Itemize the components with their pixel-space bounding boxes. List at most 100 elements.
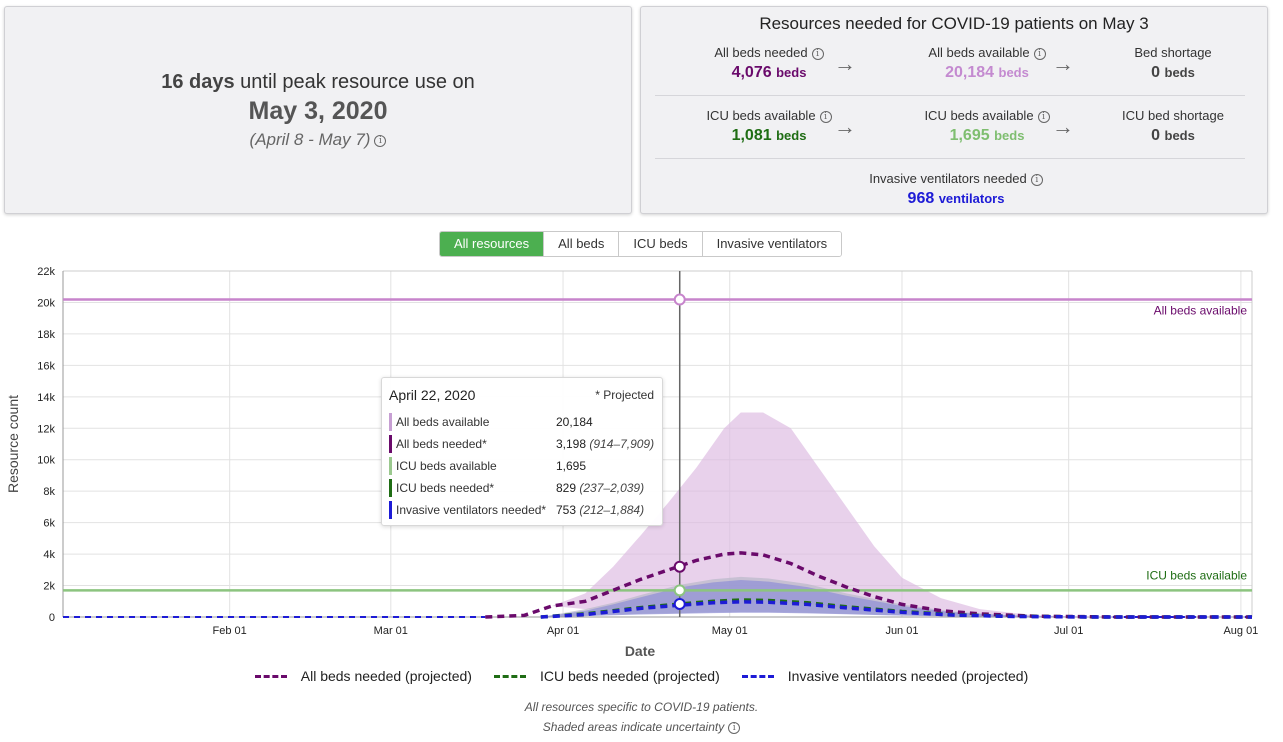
resource-chart[interactable]: 0 2k 4k 6k 8k 10k 12k 14k 16k 18k 20k 22k Feb 01 Mar … xyxy=(0,262,1283,662)
peak-resource-card: 16 days until peak resource use on May 3… xyxy=(4,6,632,214)
peak-date: May 3, 2020 xyxy=(248,97,388,125)
icu-beds-available-label: ICU beds available xyxy=(924,108,1034,123)
icu-beds-needed-unit: beds xyxy=(776,128,807,143)
tooltip-row-range: (237–2,039) xyxy=(579,481,645,495)
footnote-line2-text: Shaded areas indicate uncertainty xyxy=(542,720,725,734)
legend-item[interactable]: Invasive ventilators needed (projected) xyxy=(741,668,1029,684)
hover-marker xyxy=(673,584,686,597)
hover-marker xyxy=(673,560,686,573)
peak-range: (April 8 - May 7) i xyxy=(5,130,631,150)
y-tick-label: 22k xyxy=(37,266,55,278)
y-axis-title: Resource count xyxy=(5,395,21,493)
peak-until-text: until peak resource use on xyxy=(240,71,475,93)
tab-invasive-ventilators[interactable]: Invasive ventilators xyxy=(701,232,842,256)
tooltip-projected-note: * Projected xyxy=(595,388,654,402)
all-beds-needed-value: 4,076 xyxy=(731,64,772,81)
legend-swatch xyxy=(493,674,526,678)
icu-beds-available-value: 1,695 xyxy=(949,127,990,144)
ventilators-label: Invasive ventilators needed xyxy=(869,171,1027,186)
info-icon[interactable]: i xyxy=(1030,173,1043,186)
tooltip-row: All beds needed* 3,198 (914–7,909) xyxy=(389,434,659,454)
icu-beds-available-stat: ICU beds available i 1,695 beds xyxy=(887,108,1087,145)
divider xyxy=(655,95,1245,96)
peak-days-line: 16 days until peak resource use on xyxy=(5,71,631,94)
tooltip-color-bar xyxy=(389,457,392,475)
all-beds-available-unit: beds xyxy=(998,65,1029,80)
info-icon[interactable]: i xyxy=(728,721,741,734)
all-beds-available-stat: All beds available i 20,184 beds xyxy=(887,45,1087,82)
tooltip-row-value: 20,184 xyxy=(556,415,593,429)
bed-shortage-unit: beds xyxy=(1164,65,1195,80)
icu-beds-needed-label: ICU beds available xyxy=(706,108,816,123)
arrow-right-icon: → xyxy=(834,114,856,139)
tooltip-color-bar xyxy=(389,501,392,519)
y-tick-label: 10k xyxy=(37,455,55,467)
ventilators-unit: ventilators xyxy=(938,191,1005,206)
tooltip-color-bar xyxy=(389,435,392,453)
legend-label: ICU beds needed (projected) xyxy=(539,668,720,684)
y-tick-label: 8k xyxy=(43,486,55,498)
peak-days: 16 days xyxy=(161,71,235,93)
series-line xyxy=(485,551,1252,619)
legend-label: All beds needed (projected) xyxy=(300,668,472,684)
legend-swatch xyxy=(254,674,287,678)
tooltip-row-number: 753 xyxy=(556,503,577,517)
all-beds-needed-label: All beds needed xyxy=(714,45,808,60)
x-tick-label: Feb 01 xyxy=(213,625,247,637)
icu-bed-shortage-label: ICU bed shortage xyxy=(1122,108,1224,123)
tooltip-row-range: (212–1,884) xyxy=(579,503,645,517)
icu-bed-shortage-unit: beds xyxy=(1164,128,1195,143)
legend-item[interactable]: All beds needed (projected) xyxy=(254,668,472,684)
ventilators-value: 968 xyxy=(907,190,935,207)
resources-title: Resources needed for COVID-19 patients o… xyxy=(759,14,1149,33)
tooltip-row: All beds available 20,184 xyxy=(389,412,659,432)
x-tick-label: Jun 01 xyxy=(885,625,918,637)
tooltip-row-label: All beds available xyxy=(396,415,490,429)
x-axis-title: Date xyxy=(625,643,656,659)
legend-item[interactable]: ICU beds needed (projected) xyxy=(493,668,720,684)
y-tick-label: 18k xyxy=(37,329,55,341)
tooltip-row: ICU beds available 1,695 xyxy=(389,456,659,476)
arrow-right-icon: → xyxy=(1052,51,1074,76)
ventilators-stat: Invasive ventilators needed i 968 ventila… xyxy=(856,171,1056,208)
icu-bed-shortage-stat: ICU bed shortage 0 beds xyxy=(1073,108,1273,145)
divider xyxy=(655,158,1245,159)
info-icon[interactable]: i xyxy=(1033,47,1046,60)
tab-all-beds[interactable]: All beds xyxy=(543,232,619,256)
bed-shortage-stat: Bed shortage 0 beds xyxy=(1073,45,1273,82)
tooltip-row-value: 3,198 (914–7,909) xyxy=(556,437,654,451)
all-beds-available-value: 20,184 xyxy=(945,64,995,81)
tooltip-row-range: (914–7,909) xyxy=(589,437,655,451)
y-tick-label: 20k xyxy=(37,297,55,309)
tooltip-row-label: ICU beds needed* xyxy=(396,481,495,495)
footnote-line2: Shaded areas indicate uncertainty i xyxy=(0,720,1283,734)
tab-icu-beds[interactable]: ICU beds xyxy=(618,232,702,256)
tooltip-row-number: 20,184 xyxy=(556,415,593,429)
icu-beds-needed-value: 1,081 xyxy=(731,127,772,144)
tooltip-row-label: All beds needed* xyxy=(396,437,487,451)
info-icon[interactable]: i xyxy=(374,134,387,147)
bed-shortage-value: 0 xyxy=(1151,64,1161,81)
tooltip-row-value: 753 (212–1,884) xyxy=(556,503,644,517)
x-gridlines: Feb 01 Mar 01 Apr 01 May 01 Jun 01 Jul 01 Aug … xyxy=(213,271,1258,637)
y-tick-label: 2k xyxy=(43,581,55,593)
icu-bed-shortage-value: 0 xyxy=(1151,127,1161,144)
info-icon[interactable]: i xyxy=(811,47,824,60)
legend-label: Invasive ventilators needed (projected) xyxy=(787,668,1029,684)
reference-line-label: ICU beds available xyxy=(1146,568,1247,582)
tab-all-resources[interactable]: All resources xyxy=(440,232,544,256)
y-tick-label: 16k xyxy=(37,360,55,372)
all-beds-needed-unit: beds xyxy=(776,65,807,80)
x-tick-label: May 01 xyxy=(712,625,748,637)
chart-tooltip: April 22, 2020 * Projected All beds avai… xyxy=(381,377,663,526)
info-icon[interactable]: i xyxy=(819,110,832,123)
bed-shortage-label: Bed shortage xyxy=(1134,45,1212,60)
tooltip-row: Invasive ventilators needed* 753 (212–1,8… xyxy=(389,500,659,520)
hover-marker xyxy=(673,597,686,610)
all-beds-needed-stat: All beds needed i 4,076 beds xyxy=(669,45,869,82)
info-icon[interactable]: i xyxy=(1037,110,1050,123)
y-tick-label: 0 xyxy=(49,612,55,624)
all-beds-available-label: All beds available xyxy=(928,45,1030,60)
tooltip-row-value: 829 (237–2,039) xyxy=(556,481,644,495)
tooltip-row-label: ICU beds available xyxy=(396,459,497,473)
